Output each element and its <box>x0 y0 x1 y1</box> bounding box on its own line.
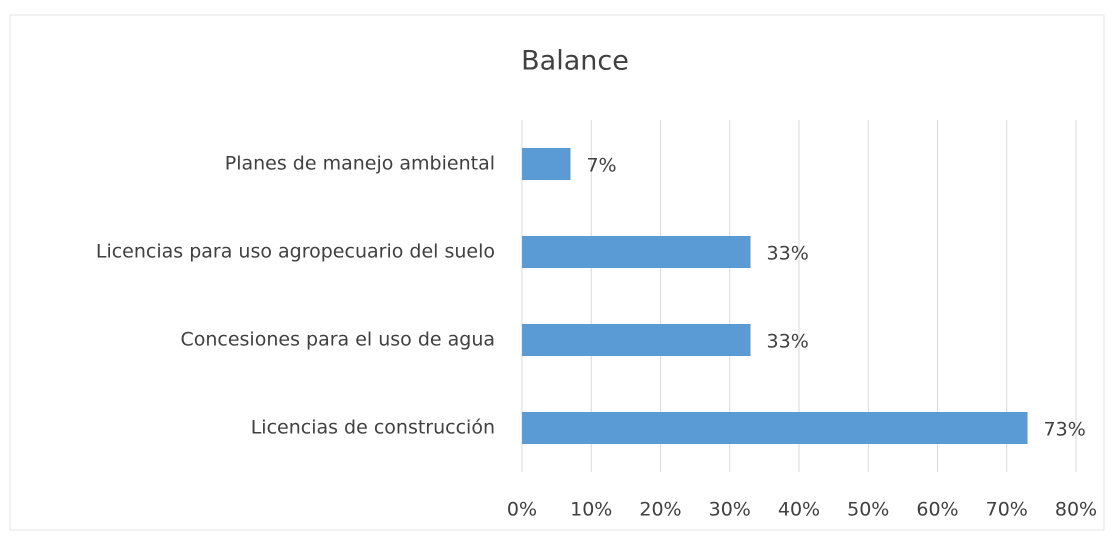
y-tick-label: Planes de manejo ambiental <box>225 153 495 175</box>
data-label: 33% <box>767 331 809 353</box>
x-tick-label: 30% <box>709 499 751 521</box>
x-tick-label: 10% <box>570 499 612 521</box>
bar <box>522 324 751 356</box>
bar <box>522 412 1028 444</box>
x-tick-label: 60% <box>916 499 958 521</box>
y-tick-label: Licencias de construcción <box>251 417 495 439</box>
chart-frame <box>9 14 1105 531</box>
x-tick-label: 50% <box>847 499 889 521</box>
data-label: 33% <box>767 243 809 265</box>
chart-title: Balance <box>521 46 629 77</box>
y-tick-label: Concesiones para el uso de agua <box>180 329 495 351</box>
x-tick-label: 80% <box>1055 499 1097 521</box>
bar <box>522 148 571 180</box>
data-label: 73% <box>1044 419 1086 441</box>
bar <box>522 236 751 268</box>
x-tick-label: 70% <box>986 499 1028 521</box>
y-tick-label: Licencias para uso agropecuario del suel… <box>96 241 495 263</box>
x-tick-label: 0% <box>507 499 537 521</box>
x-tick-label: 40% <box>778 499 820 521</box>
x-tick-label: 20% <box>639 499 681 521</box>
data-label: 7% <box>586 155 616 177</box>
